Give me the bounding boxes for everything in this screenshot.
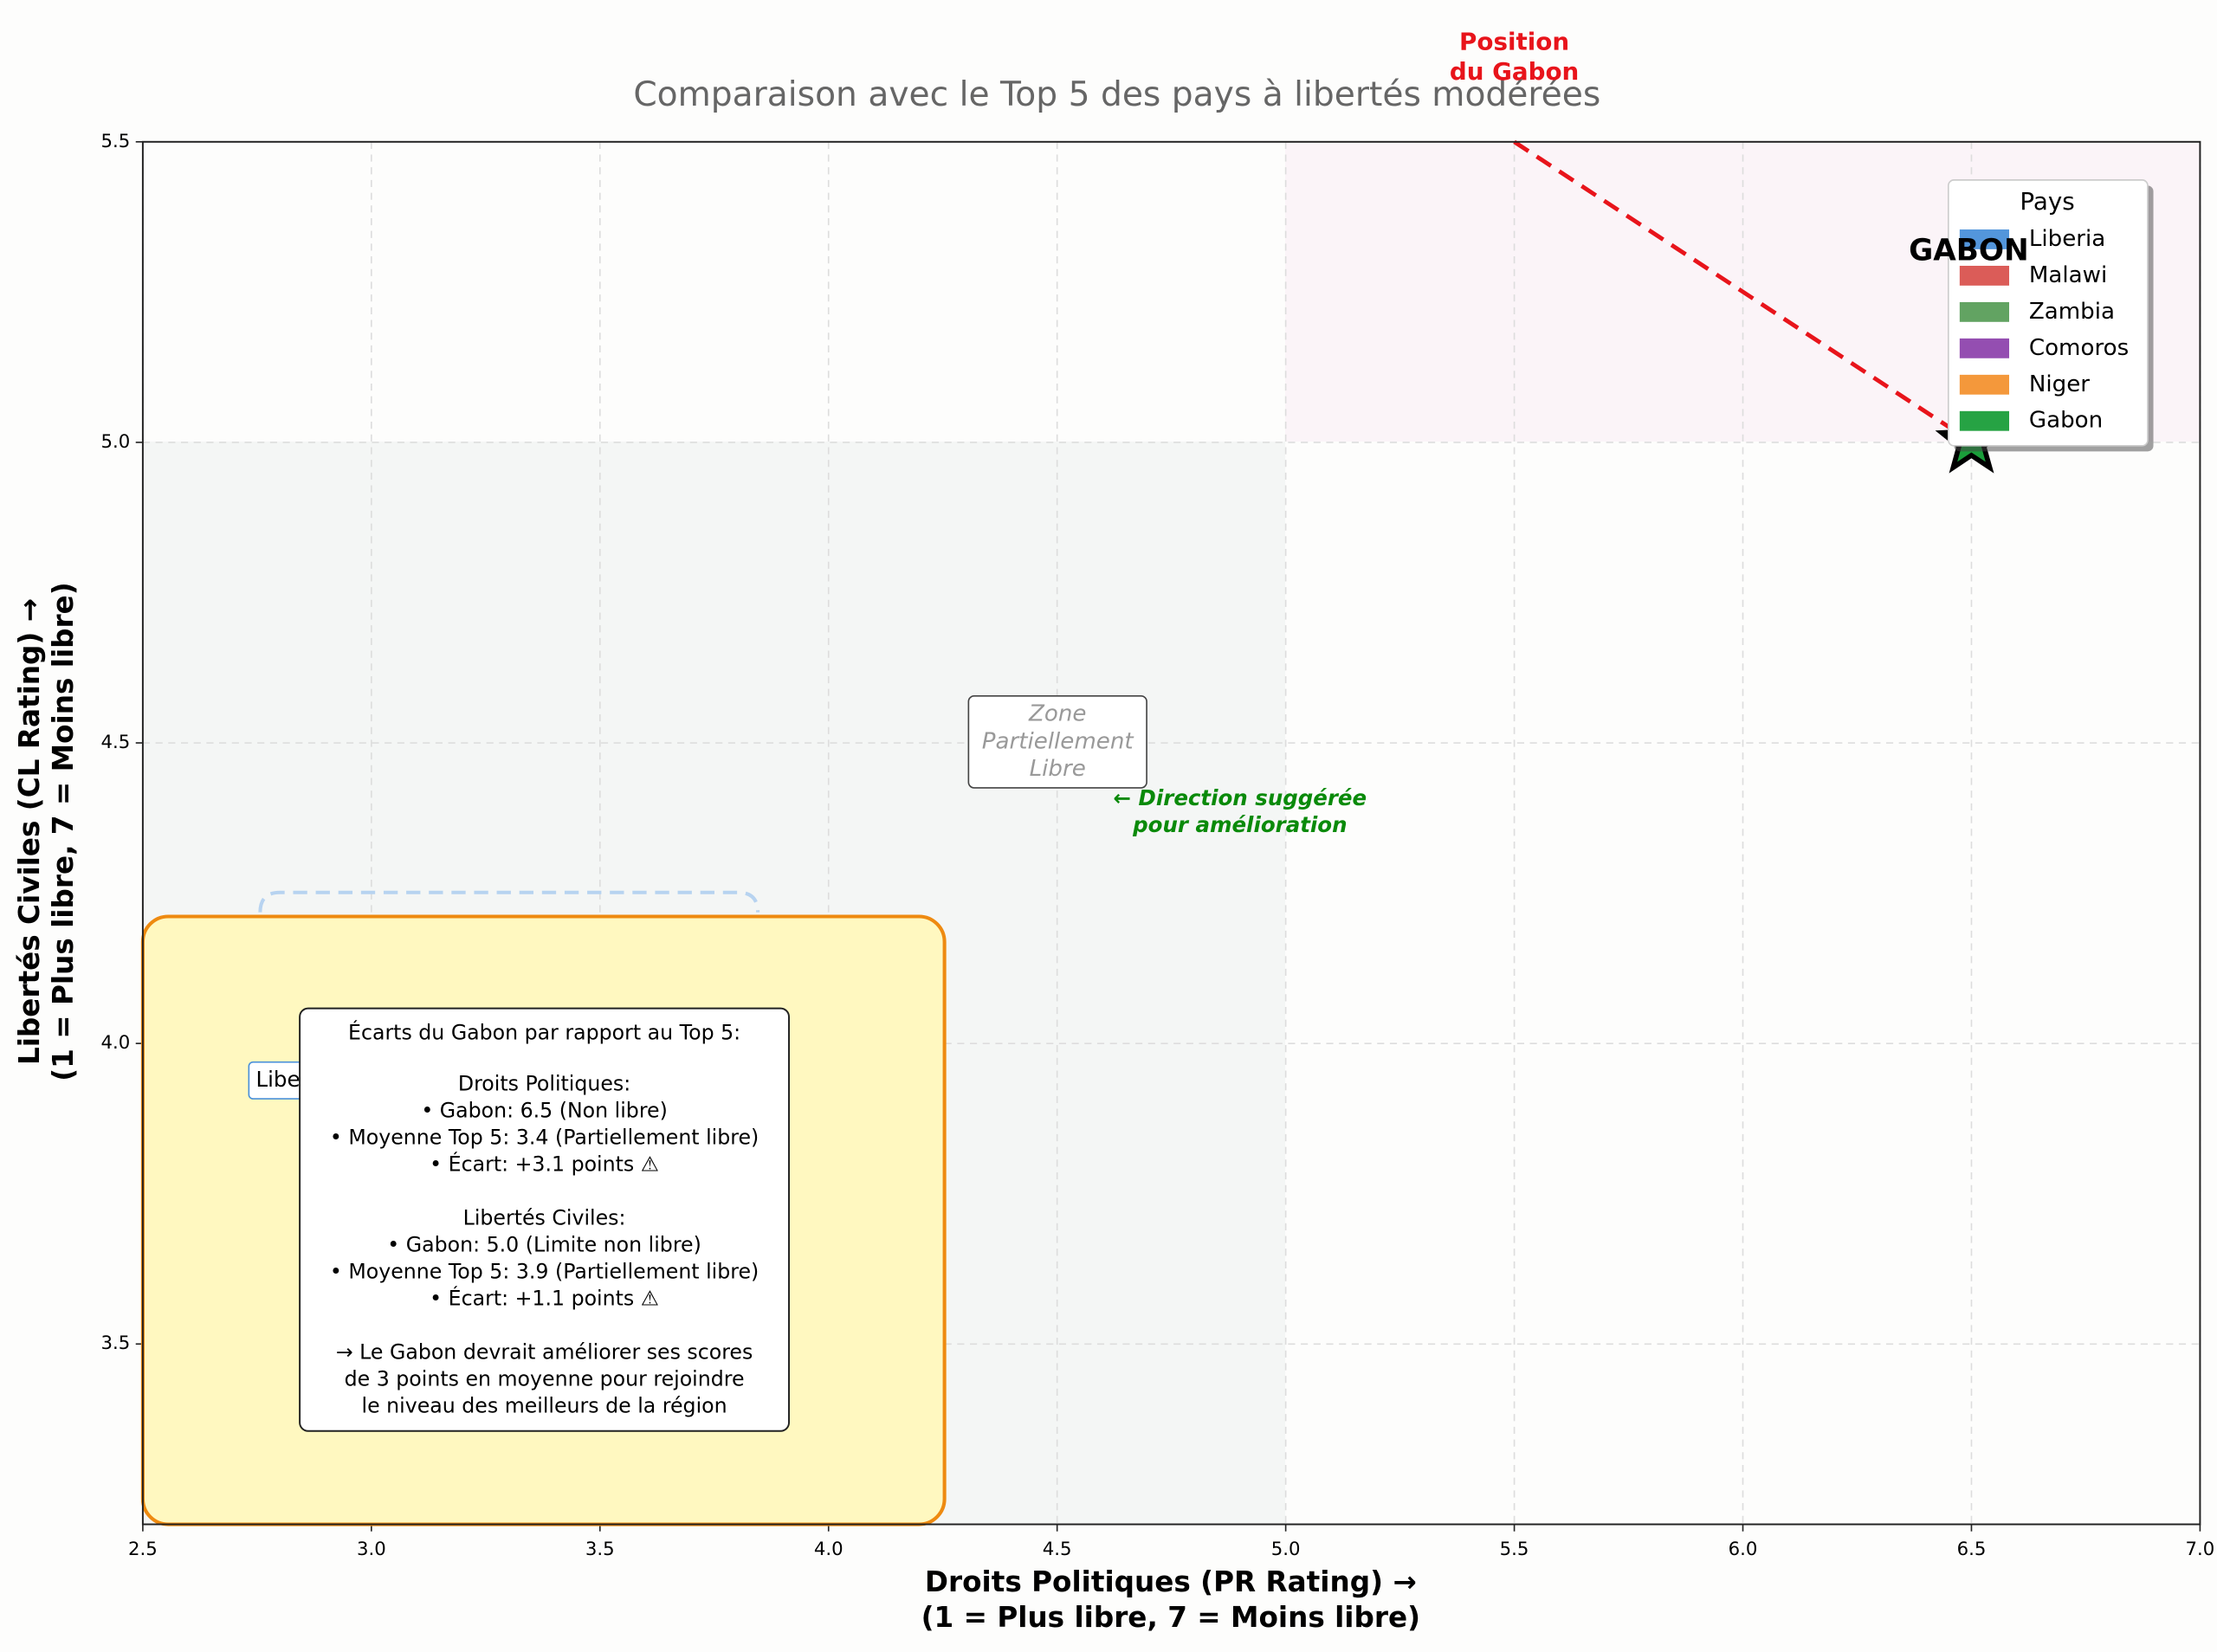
annotation: ← Direction suggérée (1114, 785, 1367, 810)
zone-box (967, 694, 1147, 789)
info-line: → Le Gabon devrait améliorer ses scores (336, 1339, 753, 1364)
legend-swatch (1959, 374, 2009, 395)
y-tick-label: 5.0 (100, 431, 130, 453)
legend-label: Zambia (2029, 299, 2115, 325)
legend-swatch (1959, 301, 2009, 322)
info-line: • Gabon: 6.5 (Non libre) (421, 1098, 667, 1122)
info-box (299, 1007, 790, 1432)
x-axis-label: (1 = Plus libre, 7 = Moins libre) (921, 1601, 1420, 1634)
info-line: • Écart: +1.1 points ⚠ (430, 1286, 659, 1310)
x-tick-label: 5.5 (1500, 1539, 1529, 1560)
legend-swatch (1959, 229, 2009, 249)
y-tick-label: 4.5 (100, 732, 130, 753)
x-tick-label: 5.0 (1271, 1539, 1301, 1560)
annotation: pour amélioration (1132, 812, 1347, 837)
x-tick-label: 6.0 (1729, 1539, 1758, 1560)
legend-label: Comoros (2029, 335, 2129, 361)
info-line: le niveau des meilleurs de la région (362, 1394, 727, 1418)
info-line: • Écart: +3.1 points ⚠ (430, 1152, 659, 1176)
y-axis-label: Libertés Civiles (CL Rating) → (13, 598, 46, 1065)
info-line: Libertés Civiles: (463, 1205, 626, 1229)
legend-label: Niger (2029, 371, 2090, 397)
zone-label: Libre (1030, 756, 1086, 782)
legend-label: Liberia (2029, 226, 2105, 252)
info-line: de 3 points en moyenne pour rejoindre (345, 1367, 745, 1391)
info-line: • Moyenne Top 5: 3.9 (Partiellement libr… (330, 1259, 759, 1283)
legend-title: Pays (2020, 187, 2074, 216)
x-tick-label: 7.0 (2186, 1539, 2215, 1560)
y-tick-label: 4.0 (100, 1032, 130, 1054)
cluster-outline (258, 890, 760, 913)
info-line: • Gabon: 5.0 (Limite non libre) (387, 1232, 701, 1256)
chart-title: Comparaison avec le Top 5 des pays à lib… (633, 75, 1600, 114)
x-axis-label: Droits Politiques (PR Rating) → (925, 1565, 1417, 1598)
y-axis-label: (1 = Plus libre, 7 = Moins libre) (47, 582, 80, 1081)
x-tick-label: 3.0 (357, 1539, 386, 1560)
info-line: • Moyenne Top 5: 3.4 (Partiellement libr… (330, 1125, 759, 1149)
x-tick-label: 6.5 (1957, 1539, 1987, 1560)
x-tick-label: 4.0 (814, 1539, 843, 1560)
pointer-line (1513, 139, 1973, 443)
legend-swatch (1959, 265, 2009, 286)
y-tick-label: 3.5 (100, 1333, 130, 1354)
legend-swatch (1959, 410, 2009, 431)
x-tick-label: 2.5 (128, 1539, 158, 1560)
zone-label: Partiellement (982, 728, 1135, 754)
annotation: Position (1459, 28, 1569, 56)
x-tick-label: 4.5 (1043, 1539, 1072, 1560)
y-tick-label: 5.5 (100, 131, 130, 152)
info-line: Droits Politiques: (458, 1071, 630, 1095)
zone-label: Zone (1028, 701, 1086, 727)
annotation: du Gabon (1450, 57, 1579, 86)
legend-swatch (1959, 338, 2009, 358)
info-title: Écarts du Gabon par rapport au Top 5: (348, 1021, 740, 1045)
legend-label: Gabon (2029, 408, 2103, 434)
annotation: GABON (1909, 234, 2029, 268)
x-tick-label: 3.5 (585, 1539, 615, 1560)
plot-frame (141, 140, 2201, 1526)
legend-label: Malawi (2029, 262, 2107, 288)
